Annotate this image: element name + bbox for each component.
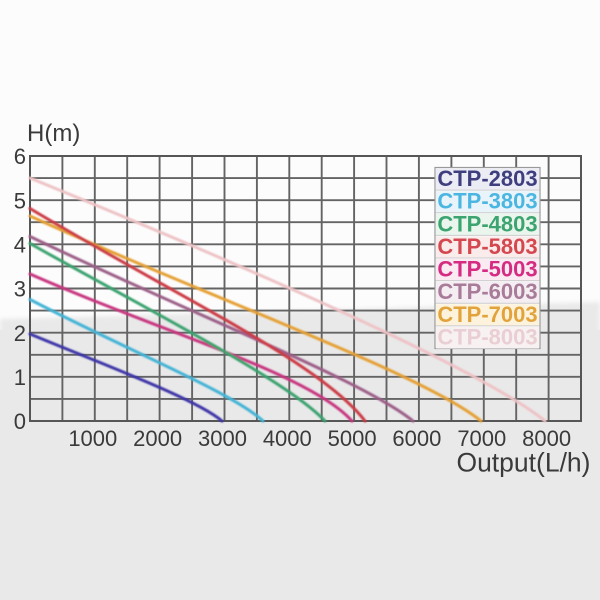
svg-text:0: 0 xyxy=(14,409,26,434)
svg-text:6000: 6000 xyxy=(392,426,441,451)
svg-text:8000: 8000 xyxy=(522,426,571,451)
svg-text:Output(L/h): Output(L/h) xyxy=(456,448,590,478)
svg-text:1: 1 xyxy=(14,365,26,390)
svg-text:CTP-8003: CTP-8003 xyxy=(437,325,537,350)
svg-text:6: 6 xyxy=(14,144,26,169)
svg-text:5000: 5000 xyxy=(328,426,377,451)
svg-text:CTP-4803: CTP-4803 xyxy=(437,211,537,236)
svg-text:H(m): H(m) xyxy=(27,120,80,147)
svg-text:4000: 4000 xyxy=(263,426,312,451)
svg-text:CTP-3803: CTP-3803 xyxy=(437,189,537,214)
svg-text:CTP-6003: CTP-6003 xyxy=(437,279,537,304)
svg-text:3: 3 xyxy=(14,277,26,302)
svg-text:5: 5 xyxy=(14,188,26,213)
svg-text:CTP-2803: CTP-2803 xyxy=(437,166,537,191)
svg-text:CTP-5803: CTP-5803 xyxy=(437,234,537,259)
svg-text:7000: 7000 xyxy=(457,426,506,451)
svg-text:1000: 1000 xyxy=(68,426,117,451)
svg-text:CTP-7003: CTP-7003 xyxy=(437,302,537,327)
svg-text:3000: 3000 xyxy=(198,426,247,451)
svg-text:CTP-5003: CTP-5003 xyxy=(437,257,537,282)
svg-text:2000: 2000 xyxy=(133,426,182,451)
svg-text:2: 2 xyxy=(14,321,26,346)
svg-text:4: 4 xyxy=(14,233,26,258)
